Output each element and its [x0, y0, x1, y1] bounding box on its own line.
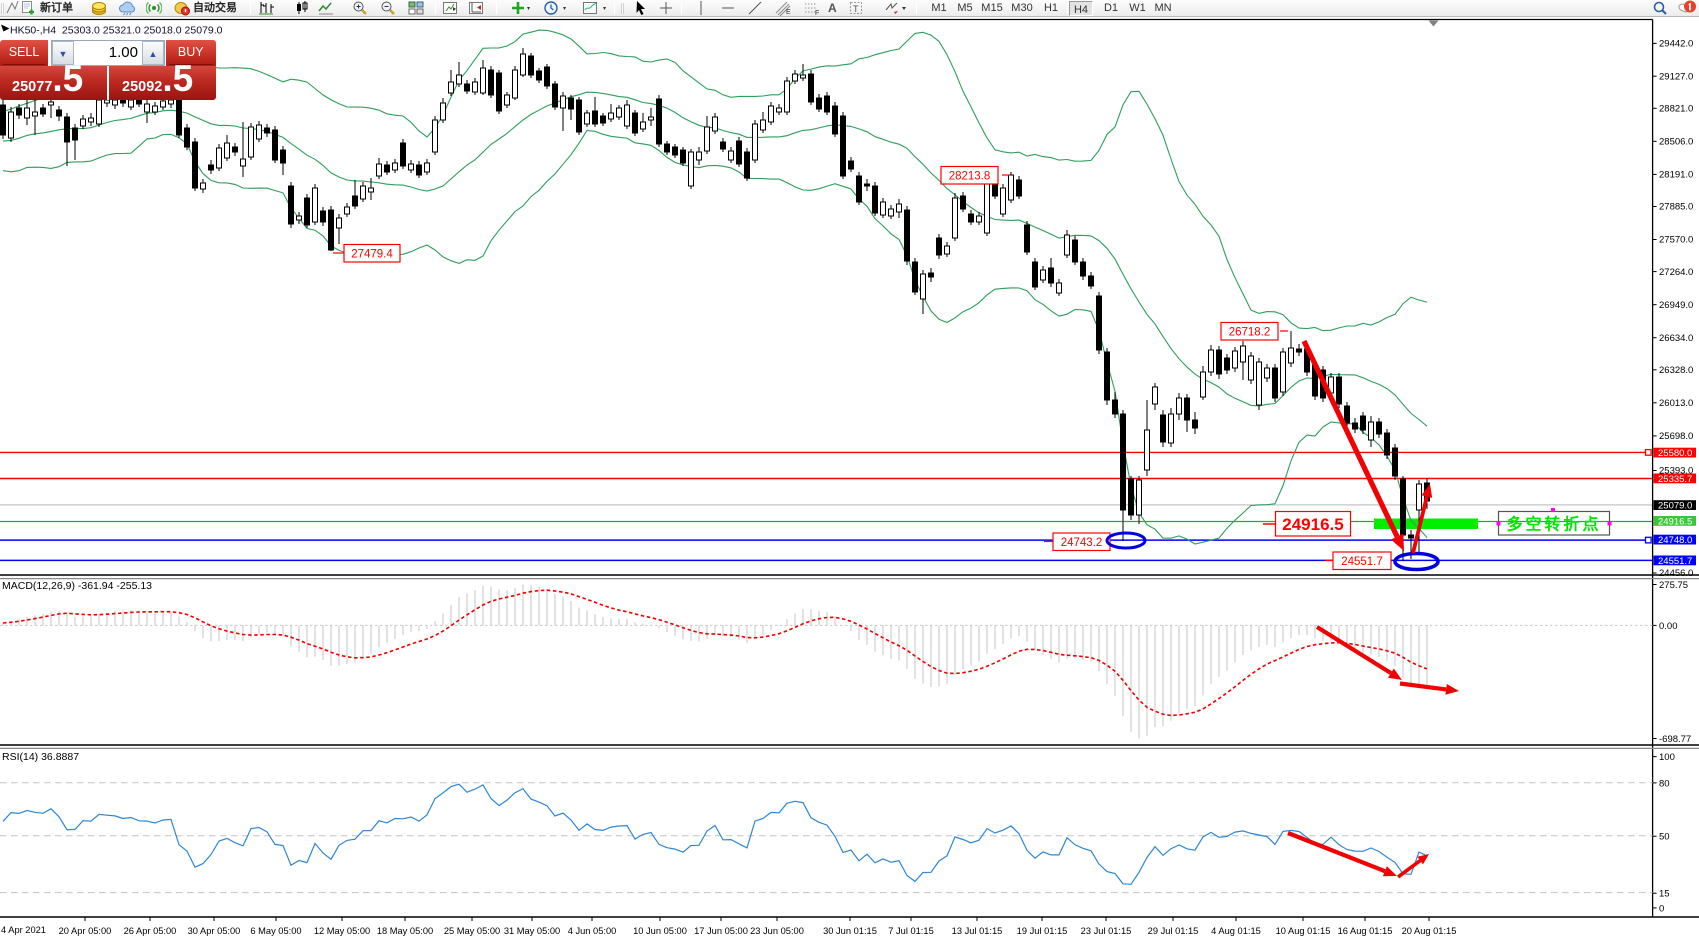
svg-text:24551.7: 24551.7 — [1658, 556, 1692, 567]
svg-text:-698.77: -698.77 — [1659, 734, 1691, 745]
svg-text:25580.0: 25580.0 — [1658, 448, 1692, 459]
svg-text:28213.8: 28213.8 — [949, 170, 991, 182]
svg-text:7 Jul 01:15: 7 Jul 01:15 — [888, 926, 934, 936]
svg-text:16 Aug 01:15: 16 Aug 01:15 — [1338, 926, 1393, 936]
svg-text:275.75: 275.75 — [1659, 580, 1688, 591]
svg-text:27885.0: 27885.0 — [1659, 202, 1693, 213]
svg-text:25698.0: 25698.0 — [1659, 431, 1693, 442]
svg-text:30 Jun 01:15: 30 Jun 01:15 — [823, 926, 877, 936]
svg-text:6 May 05:00: 6 May 05:00 — [250, 926, 301, 936]
svg-text:28821.0: 28821.0 — [1659, 104, 1693, 115]
svg-text:27570.0: 27570.0 — [1659, 235, 1693, 246]
svg-text:HK50-,H4 25303.0 25321.0 2501: HK50-,H4 25303.0 25321.0 25018.0 25079.0 — [10, 25, 223, 37]
svg-text:4 Aug 01:15: 4 Aug 01:15 — [1211, 926, 1261, 936]
svg-text:12 May 05:00: 12 May 05:00 — [314, 926, 370, 936]
svg-text:RSI(14) 36.8887: RSI(14) 36.8887 — [2, 751, 79, 763]
svg-text:20 Aug 01:15: 20 Aug 01:15 — [1402, 926, 1457, 936]
svg-text:27479.4: 27479.4 — [351, 248, 393, 260]
svg-text:MACD(12,26,9) -361.94 -255.13: MACD(12,26,9) -361.94 -255.13 — [2, 580, 152, 592]
svg-text:15: 15 — [1659, 889, 1670, 900]
svg-text:10 Aug 01:15: 10 Aug 01:15 — [1276, 926, 1331, 936]
svg-text:26949.0: 26949.0 — [1659, 300, 1693, 311]
svg-text:26718.2: 26718.2 — [1229, 326, 1271, 338]
svg-text:25393.0: 25393.0 — [1659, 466, 1693, 477]
svg-text:0: 0 — [1659, 903, 1664, 914]
svg-text:23 Jun 05:00: 23 Jun 05:00 — [750, 926, 804, 936]
svg-text:19 Jul 01:15: 19 Jul 01:15 — [1017, 926, 1068, 936]
svg-text:25 May 05:00: 25 May 05:00 — [444, 926, 500, 936]
svg-text:27264.0: 27264.0 — [1659, 267, 1693, 278]
svg-text:29127.0: 29127.0 — [1659, 71, 1693, 82]
svg-text:24916.5: 24916.5 — [1658, 516, 1692, 527]
svg-text:0.00: 0.00 — [1659, 621, 1678, 632]
svg-text:25335.7: 25335.7 — [1658, 474, 1692, 485]
svg-text:13 Jul 01:15: 13 Jul 01:15 — [952, 926, 1003, 936]
svg-text:24748.0: 24748.0 — [1658, 535, 1692, 546]
svg-text:20 Apr 05:00: 20 Apr 05:00 — [59, 926, 112, 936]
svg-text:28191.0: 28191.0 — [1659, 170, 1693, 181]
svg-text:24551.7: 24551.7 — [1341, 556, 1383, 568]
svg-text:28506.0: 28506.0 — [1659, 137, 1693, 148]
svg-text:4 Jun 05:00: 4 Jun 05:00 — [568, 926, 617, 936]
svg-text:30 Apr 05:00: 30 Apr 05:00 — [188, 926, 241, 936]
svg-text:24456.0: 24456.0 — [1659, 568, 1693, 579]
svg-text:50: 50 — [1659, 832, 1670, 843]
svg-text:26634.0: 26634.0 — [1659, 333, 1693, 344]
svg-text:18 May 05:00: 18 May 05:00 — [377, 926, 433, 936]
svg-text:24916.5: 24916.5 — [1282, 515, 1343, 534]
svg-text:T: T — [853, 4, 859, 14]
svg-text:31 May 05:00: 31 May 05:00 — [504, 926, 560, 936]
svg-text:4 Apr 2021: 4 Apr 2021 — [1, 925, 46, 935]
svg-text:80: 80 — [1659, 778, 1670, 789]
svg-text:24743.2: 24743.2 — [1061, 537, 1103, 549]
svg-text:26328.0: 26328.0 — [1659, 365, 1693, 376]
svg-text:E: E — [786, 9, 791, 16]
svg-text:F: F — [815, 10, 819, 16]
svg-text:29442.0: 29442.0 — [1659, 39, 1693, 50]
svg-text:25079.0: 25079.0 — [1658, 501, 1692, 512]
svg-text:100: 100 — [1659, 752, 1675, 763]
svg-text:多空转折点: 多空转折点 — [1506, 515, 1601, 534]
svg-text:26 Apr 05:00: 26 Apr 05:00 — [124, 926, 177, 936]
svg-text:29 Jul 01:15: 29 Jul 01:15 — [1148, 926, 1199, 936]
svg-text:23 Jul 01:15: 23 Jul 01:15 — [1081, 926, 1132, 936]
svg-text:26013.0: 26013.0 — [1659, 398, 1693, 409]
svg-text:17 Jun 05:00: 17 Jun 05:00 — [694, 926, 748, 936]
svg-text:10 Jun 05:00: 10 Jun 05:00 — [633, 926, 687, 936]
